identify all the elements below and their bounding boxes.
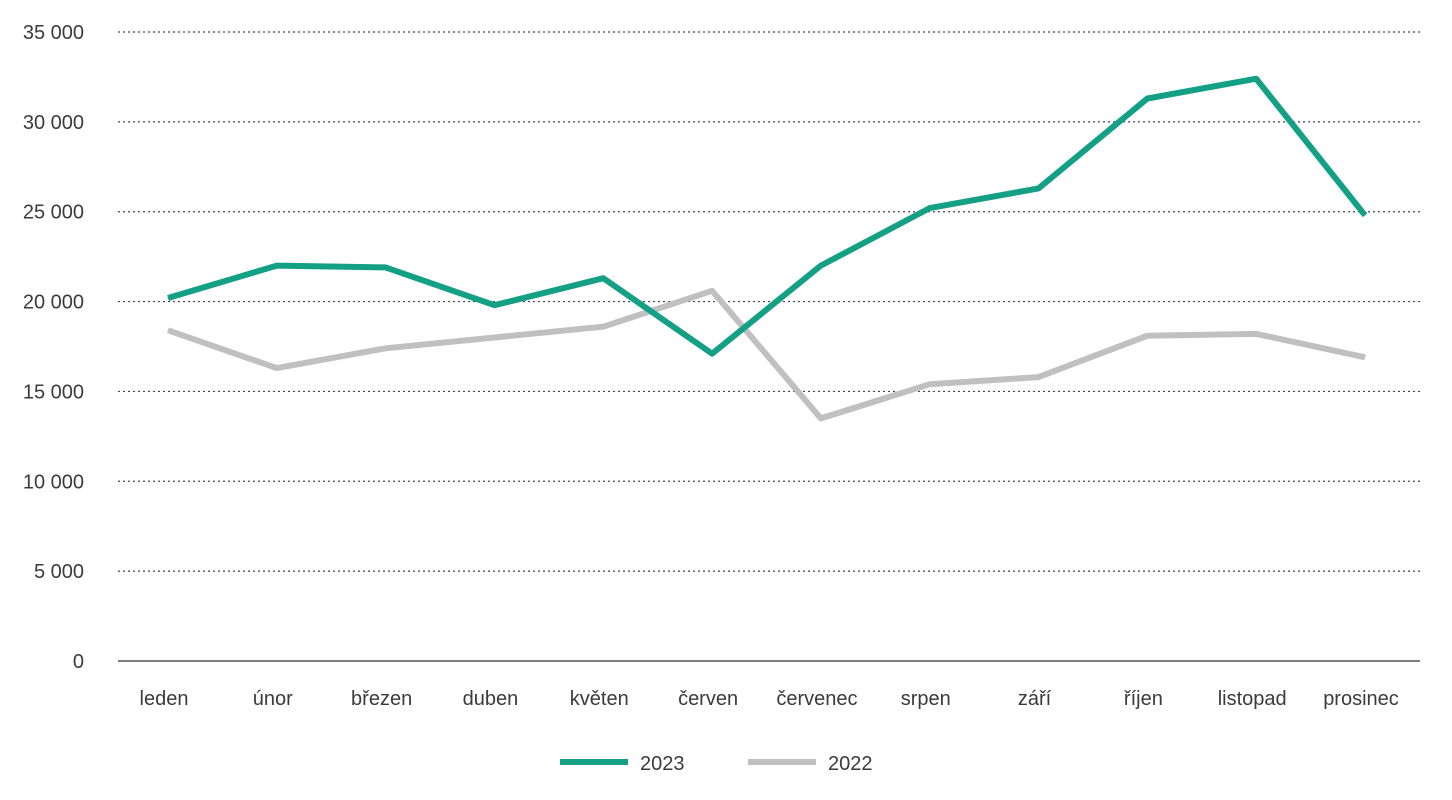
data-point-2023: [385, 266, 387, 268]
legend-label-2022: 2022: [828, 753, 873, 775]
data-point-2022: [1255, 333, 1257, 335]
x-tick-label: prosinec: [1323, 688, 1399, 710]
data-point-2022: [602, 326, 604, 328]
x-tick-label: říjen: [1124, 688, 1163, 710]
data-point-2022: [276, 367, 278, 369]
series-line-2022: [167, 287, 1366, 422]
x-tick-label: březen: [351, 688, 412, 710]
data-point-2022: [493, 337, 495, 339]
data-point-2022: [167, 329, 169, 331]
data-point-2022: [1038, 376, 1040, 378]
data-point-2023: [1364, 214, 1366, 216]
y-tick-label: 30 000: [23, 112, 84, 134]
x-tick-label: listopad: [1218, 688, 1287, 710]
gridlines: [118, 31, 1420, 572]
data-point-2023: [1146, 97, 1148, 99]
data-point-2022: [1146, 335, 1148, 337]
data-point-2022: [385, 347, 387, 349]
y-tick-label: 0: [73, 651, 84, 673]
data-point-2022: [820, 417, 822, 419]
y-tick-label: 20 000: [23, 292, 84, 314]
x-tick-label: květen: [570, 688, 629, 710]
data-point-2023: [493, 304, 495, 306]
data-point-2022: [711, 290, 713, 292]
legend: 2023 2022: [560, 753, 873, 775]
data-point-2022: [929, 383, 931, 385]
data-point-2022: [1364, 356, 1366, 358]
x-tick-label: červen: [678, 688, 738, 710]
x-axis-tick-labels: leden únor březen duben květen červen červenec…: [140, 688, 1399, 710]
y-tick-label: 5 000: [34, 561, 84, 583]
data-point-2023: [820, 265, 822, 267]
x-tick-label: únor: [253, 688, 293, 710]
x-tick-label: duben: [463, 688, 519, 710]
y-tick-label: 10 000: [23, 471, 84, 493]
data-point-2023: [711, 353, 713, 355]
series-lines: [167, 75, 1368, 422]
data-point-2023: [1255, 78, 1257, 80]
x-tick-label: leden: [140, 688, 189, 710]
x-tick-label: srpen: [901, 688, 951, 710]
x-tick-label: červenec: [776, 688, 857, 710]
data-point-2023: [602, 277, 604, 279]
data-point-2023: [1038, 187, 1040, 189]
data-point-2023: [167, 297, 169, 299]
data-point-2023: [929, 207, 931, 209]
data-point-2023: [276, 265, 278, 267]
y-tick-label: 35 000: [23, 22, 84, 44]
legend-label-2023: 2023: [640, 753, 685, 775]
y-tick-label: 25 000: [23, 202, 84, 224]
y-tick-label: 15 000: [23, 381, 84, 403]
series-line-2023: [167, 75, 1368, 357]
x-tick-label: září: [1018, 688, 1052, 710]
y-axis-tick-labels: 0 5 000 10 000 15 000 20 000 25 000 30 000 35 0…: [23, 22, 84, 673]
